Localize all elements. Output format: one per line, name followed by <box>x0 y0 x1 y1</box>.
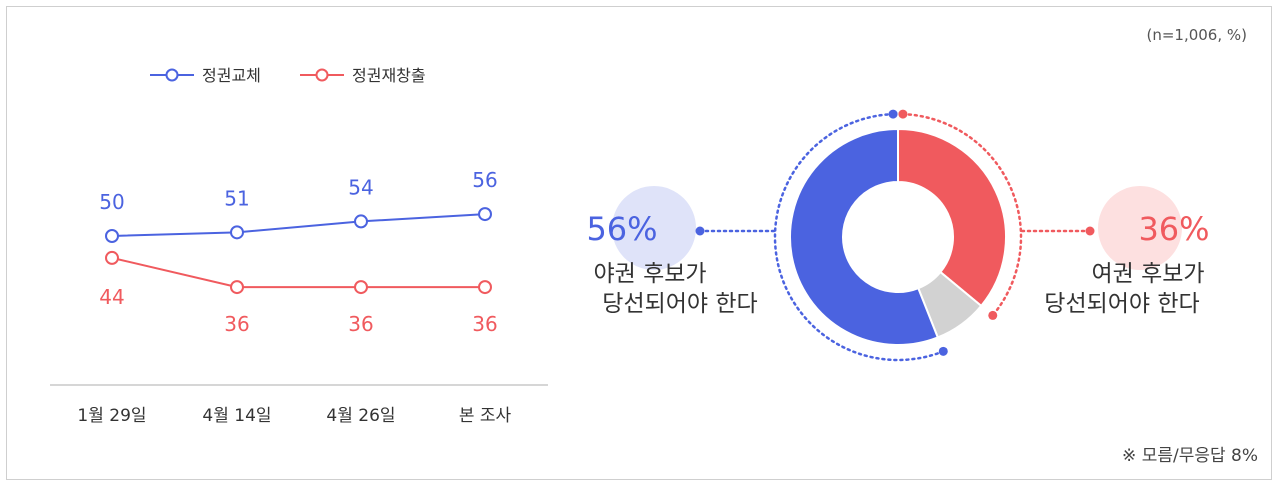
series-line-1 <box>111 256 485 289</box>
data-point <box>230 280 244 295</box>
blue-outer-arc-start-dot <box>938 346 948 356</box>
red-outer-arc <box>901 112 1023 317</box>
x-tick-label: 4월 14일 <box>202 406 271 426</box>
left-callout-percent: 56% <box>586 210 657 248</box>
blue-outer-arc-end-dot <box>888 109 898 119</box>
donut-chart <box>773 109 1023 362</box>
blue-outer-arc <box>773 112 945 362</box>
legend: 정권교체 정권재창출 <box>150 66 426 85</box>
right-callout-bubble <box>1098 186 1182 270</box>
line-chart: 1월 29일 4월 14일 4월 26일 본 조사 50 51 54 56 44 36 36 36 <box>77 168 511 426</box>
legend-label-series-1: 정권재창출 <box>352 66 426 85</box>
x-tick-label: 1월 29일 <box>77 406 146 426</box>
donut-slice <box>789 127 940 346</box>
right-callout-line1: 여권 후보가 <box>1091 261 1204 287</box>
donut-slice <box>897 127 1007 308</box>
data-point <box>105 250 119 265</box>
data-label: 54 <box>348 175 373 199</box>
legend-marker-red <box>315 68 329 82</box>
data-label: 36 <box>224 312 249 336</box>
red-outer-arc-start-dot <box>898 109 908 119</box>
right-callout: 36% 여권 후보가 당선되어야 한다 <box>1020 186 1210 317</box>
left-callout-bubble <box>612 186 696 270</box>
data-label: 51 <box>224 186 249 210</box>
left-callout-dot <box>695 226 705 236</box>
data-label: 44 <box>99 285 124 309</box>
right-callout-dot <box>1085 226 1095 236</box>
red-outer-arc-end-dot <box>988 310 998 320</box>
left-callout-line1: 야권 후보가 <box>593 261 706 287</box>
data-point <box>354 280 368 295</box>
right-callout-percent: 36% <box>1138 210 1209 248</box>
x-tick-label: 본 조사 <box>459 406 512 426</box>
data-label: 56 <box>472 168 497 192</box>
data-label: 36 <box>472 312 497 336</box>
left-callout: 56% 야권 후보가 당선되어야 한다 <box>586 186 780 317</box>
right-callout-line2: 당선되어야 한다 <box>1044 291 1199 317</box>
data-point <box>478 280 492 295</box>
data-label: 36 <box>348 312 373 336</box>
data-point <box>354 214 368 229</box>
legend-label-series-0: 정권교체 <box>202 66 261 85</box>
data-point <box>105 229 119 243</box>
x-tick-label: 4월 26일 <box>326 406 395 426</box>
series-line-0 <box>111 213 486 237</box>
data-point <box>478 207 492 222</box>
data-label: 50 <box>99 190 124 214</box>
data-point <box>230 225 244 240</box>
legend-marker-blue <box>165 68 179 82</box>
left-callout-line2: 당선되어야 한다 <box>602 291 757 317</box>
footnote: ※ 모름/무응답 8% <box>1122 446 1258 466</box>
sample-size-note: (n=1,006, %) <box>1146 26 1247 44</box>
